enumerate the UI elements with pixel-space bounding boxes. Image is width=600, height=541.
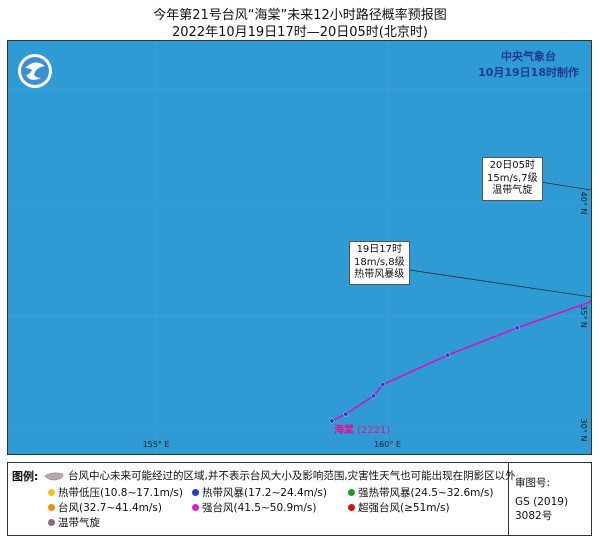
ty-marker-icon [48, 504, 55, 511]
forecast-callout-leader [481, 172, 591, 191]
et-marker-icon [48, 519, 55, 526]
track-point [371, 393, 377, 399]
forecast-wind: 15m/s,7级 [487, 172, 538, 184]
legend-item-super-ty: 超强台风(≥51m/s) [348, 500, 450, 515]
legend-item-et: 温带气旋 [48, 515, 100, 530]
review-number-block: 审图号: GS (2019) 3082号 [508, 463, 595, 535]
track-point [343, 411, 349, 417]
longitude-label: 155° E [143, 440, 170, 449]
legend-area-note: 台风中心未来可能经过的区域,并不表示台风大小及影响范围,灾害性天气也可能出现在阴… [44, 468, 516, 483]
map-title: 今年第21号台风“海棠”未来12小时路径概率预报图 [153, 8, 447, 23]
current-category: 热带风暴级 [354, 269, 405, 280]
legend-item-ts: 热带风暴(17.2~24.4m/s) [192, 485, 327, 500]
storm-name: 海棠 (2221) [334, 423, 390, 436]
legend-caption: 图例: [12, 470, 39, 483]
current-wind: 18m/s,8级 [354, 256, 405, 268]
td-marker-icon [48, 489, 55, 496]
forecast-info-box: 20日05时 15m/s,7级 温带气旋 [482, 157, 543, 201]
track-point [329, 418, 335, 424]
map-subtitle: 2022年10月19日17时—20日05时(北京时) [172, 25, 428, 40]
latitude-label: 30° N [579, 419, 588, 442]
legend-item-td: 热带低压(10.8~17.1m/s) [48, 485, 183, 500]
super-ty-marker-icon [348, 504, 355, 511]
forecast-category: 温带气旋 [492, 185, 533, 196]
ts-marker-icon [192, 489, 199, 496]
longitude-label: 160° E [374, 440, 401, 449]
current-info-box: 19日17时 18m/s,8级 热带风暴级 [349, 241, 410, 285]
latitude-label: 40° N [579, 192, 588, 215]
sty-marker-icon [192, 504, 199, 511]
track-point [514, 325, 520, 331]
latitude-label: 35° N [579, 305, 588, 328]
review-number: GS (2019) 3082号 [515, 496, 569, 522]
track-point [445, 352, 451, 358]
review-label: 审图号: [515, 477, 551, 489]
graticule [8, 41, 591, 454]
forecast-time: 20日05时 [489, 160, 536, 171]
current-time: 19日17时 [356, 244, 403, 255]
agency-block: 中央气象台 10月19日18时制作 [478, 49, 579, 81]
probability-area-swatch [44, 472, 64, 480]
agency-name: 中央气象台 [501, 50, 557, 63]
legend-item-ty: 台风(32.7~41.4m/s) [48, 500, 162, 515]
issue-time: 10月19日18时制作 [478, 66, 579, 79]
cma-logo-icon [18, 54, 52, 88]
legend-item-sts: 强热带风暴(24.5~32.6m/s) [348, 485, 494, 500]
sts-marker-icon [348, 489, 355, 496]
legend: 图例: 台风中心未来可能经过的区域,并不表示台风大小及影响范围,灾害性天气也可能… [7, 462, 592, 536]
legend-item-sty: 强台风(41.5~50.9m/s) [192, 500, 317, 515]
track-point [380, 382, 386, 387]
